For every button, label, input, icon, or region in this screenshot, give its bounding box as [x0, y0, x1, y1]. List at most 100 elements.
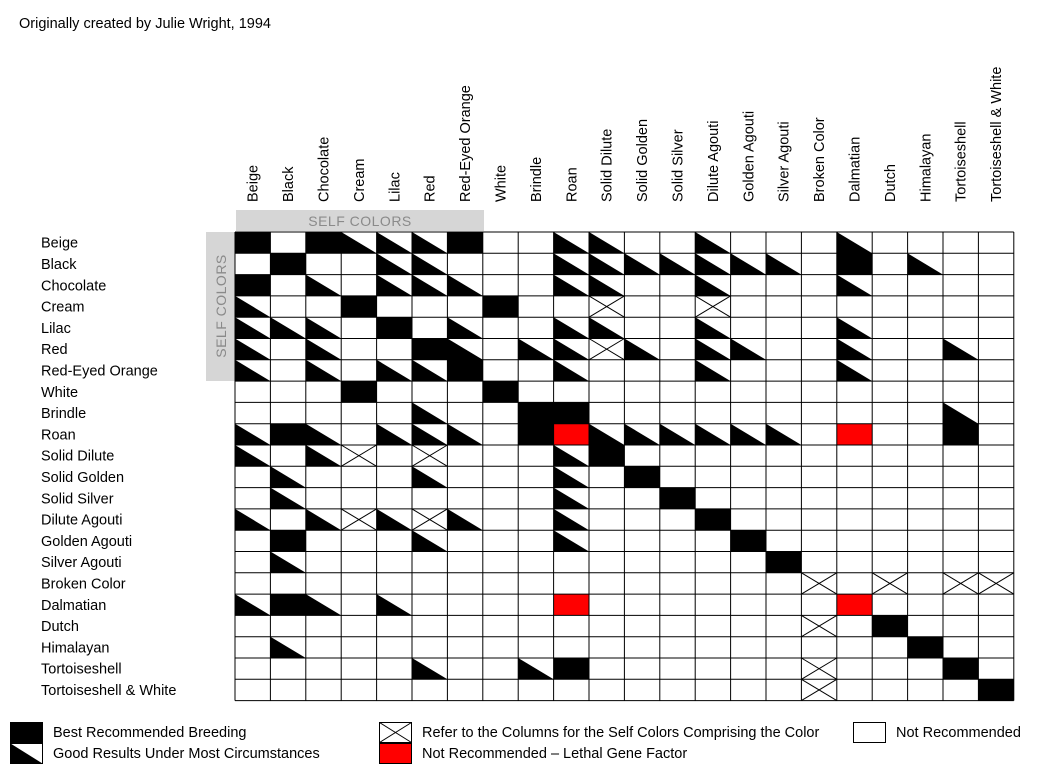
cell-dilute-agouti-x-beige-good — [235, 508, 271, 531]
cell-dalmatian-x-roan-lethal — [553, 594, 589, 616]
cell-red-x-brindle-good — [518, 338, 554, 360]
cell-solid-golden-x-solid-golden-best — [624, 466, 660, 488]
legend-best-label: Best Recommended Breeding — [53, 724, 247, 741]
cell-golden-agouti-x-black-best — [270, 530, 306, 552]
row-label-tortoiseshell-and-white: Tortoiseshell & White — [41, 683, 176, 699]
cell-beige-x-solid-dilute-good — [589, 232, 625, 254]
cell-roan-x-solid-golden-good — [624, 423, 660, 445]
cell-lilac-x-chocolate-good — [305, 317, 342, 339]
cell-lilac-x-beige-good — [235, 317, 271, 339]
cell-red-eyed-orange-x-beige-good — [235, 359, 271, 382]
cell-red-eyed-orange-x-red-eyed-orange-best — [447, 359, 483, 382]
legend-best-swatch — [10, 722, 43, 743]
credit-note: Originally created by Julie Wright, 1994 — [19, 16, 271, 32]
row-label-solid-golden: Solid Golden — [41, 470, 124, 486]
self-colors-row-band — [206, 232, 235, 381]
cell-brindle-x-brindle-best — [518, 402, 554, 424]
cell-black-x-solid-dilute-good — [589, 253, 625, 275]
column-label-brindle: Brindle — [529, 157, 545, 202]
cell-lilac-x-dilute-agouti-good — [695, 317, 731, 339]
cell-black-x-solid-golden-good — [624, 253, 660, 275]
cell-tortoiseshell-x-red-good — [412, 658, 448, 680]
cell-dalmatian-x-beige-good — [235, 594, 271, 616]
row-label-solid-dilute: Solid Dilute — [41, 449, 114, 465]
cell-golden-agouti-x-red-good — [412, 530, 448, 552]
legend-lethal-label: Not Recommended – Lethal Gene Factor — [422, 745, 688, 762]
cell-dutch-x-broken-color-refer — [801, 614, 838, 638]
cell-chocolate-x-solid-dilute-good — [589, 274, 625, 296]
cell-red-eyed-orange-x-roan-good — [553, 359, 589, 382]
cell-tortoiseshell-x-tortoiseshell-best — [943, 658, 979, 680]
cell-lilac-x-red-eyed-orange-good — [447, 317, 483, 339]
cell-solid-golden-x-red-good — [412, 466, 448, 488]
row-label-red-eyed-orange: Red-Eyed Orange — [41, 364, 158, 380]
cell-solid-silver-x-roan-good — [553, 487, 589, 509]
row-label-roan: Roan — [41, 427, 76, 443]
cell-dilute-agouti-x-chocolate-good — [305, 508, 342, 531]
cell-chocolate-x-roan-good — [553, 274, 589, 296]
cell-golden-agouti-x-golden-agouti-best — [730, 530, 766, 552]
cell-black-x-dalmatian-best — [836, 253, 873, 275]
cell-dilute-agouti-x-cream-refer — [340, 508, 377, 531]
cell-dalmatian-x-dalmatian-lethal — [836, 594, 873, 616]
column-label-red-eyed-orange: Red-Eyed Orange — [458, 85, 474, 202]
cell-beige-x-roan-good — [553, 232, 589, 254]
cell-roan-x-red-good — [412, 423, 448, 445]
row-label-chocolate: Chocolate — [41, 278, 106, 294]
column-label-silver-agouti: Silver Agouti — [777, 121, 793, 202]
cell-beige-x-chocolate-best — [305, 232, 342, 254]
cell-roan-x-brindle-best — [518, 423, 554, 445]
cell-roan-x-tortoiseshell-best — [943, 423, 979, 445]
cell-white-x-white-best — [482, 381, 519, 403]
row-label-dalmatian: Dalmatian — [41, 598, 106, 614]
cell-dilute-agouti-x-dilute-agouti-best — [695, 508, 731, 531]
row-label-beige: Beige — [41, 236, 78, 252]
column-label-lilac: Lilac — [387, 172, 403, 202]
cell-black-x-lilac-good — [376, 253, 412, 275]
self-colors-column-band — [236, 210, 484, 231]
cell-golden-agouti-x-roan-good — [553, 530, 589, 552]
cell-dalmatian-x-chocolate-good — [305, 594, 342, 616]
cell-red-x-tortoiseshell-good — [943, 338, 979, 360]
cell-roan-x-beige-good — [235, 423, 271, 445]
self-colors-row-label: SELF COLORS — [213, 254, 229, 358]
cell-cream-x-white-best — [482, 295, 519, 318]
row-label-red: Red — [41, 342, 68, 358]
self-colors-column-label: SELF COLORS — [308, 213, 412, 229]
cell-beige-x-cream-good — [341, 232, 377, 254]
legend-none-label: Not Recommended — [896, 724, 1021, 741]
column-label-solid-silver: Solid Silver — [671, 129, 687, 202]
legend-refer-swatch — [379, 722, 412, 743]
cell-black-x-black-best — [270, 253, 306, 275]
cell-chocolate-x-dilute-agouti-good — [695, 274, 731, 296]
cell-red-x-dalmatian-good — [836, 338, 873, 360]
row-label-dilute-agouti: Dilute Agouti — [41, 513, 122, 529]
cell-lilac-x-black-good — [270, 317, 306, 339]
column-label-solid-golden: Solid Golden — [635, 119, 651, 202]
column-label-golden-agouti: Golden Agouti — [741, 111, 757, 202]
cell-chocolate-x-red-eyed-orange-good — [447, 274, 483, 296]
cell-broken-color-x-dutch-refer — [871, 572, 908, 595]
cell-tortoiseshell-and-white-x-tortoiseshell-and-white-best — [978, 679, 1014, 701]
column-label-black: Black — [281, 166, 297, 202]
row-label-tortoiseshell: Tortoiseshell — [41, 662, 122, 678]
legend-good: Good Results Under Most Circumstances — [10, 743, 320, 764]
column-label-beige: Beige — [246, 165, 262, 202]
cell-beige-x-dilute-agouti-good — [695, 232, 731, 254]
cell-beige-x-red-good — [412, 232, 448, 254]
cell-roan-x-red-eyed-orange-good — [447, 423, 483, 445]
column-label-dilute-agouti: Dilute Agouti — [706, 121, 722, 202]
cell-dilute-agouti-x-red-eyed-orange-good — [447, 508, 483, 531]
cell-red-eyed-orange-x-dilute-agouti-good — [695, 359, 731, 382]
cell-broken-color-x-tortoiseshell-and-white-refer — [978, 572, 1015, 595]
column-label-solid-dilute: Solid Dilute — [600, 129, 616, 202]
column-label-tortoiseshell: Tortoiseshell — [954, 121, 970, 202]
cell-beige-x-dalmatian-good — [836, 232, 873, 254]
legend-lethal-swatch — [379, 743, 412, 764]
cell-black-x-himalayan-good — [907, 253, 943, 275]
cell-chocolate-x-chocolate-good — [305, 274, 342, 296]
cell-red-x-solid-dilute-refer — [588, 338, 625, 361]
cell-roan-x-dilute-agouti-good — [695, 423, 731, 445]
legend-good-label: Good Results Under Most Circumstances — [53, 745, 320, 762]
cell-red-x-red-best — [412, 338, 448, 360]
